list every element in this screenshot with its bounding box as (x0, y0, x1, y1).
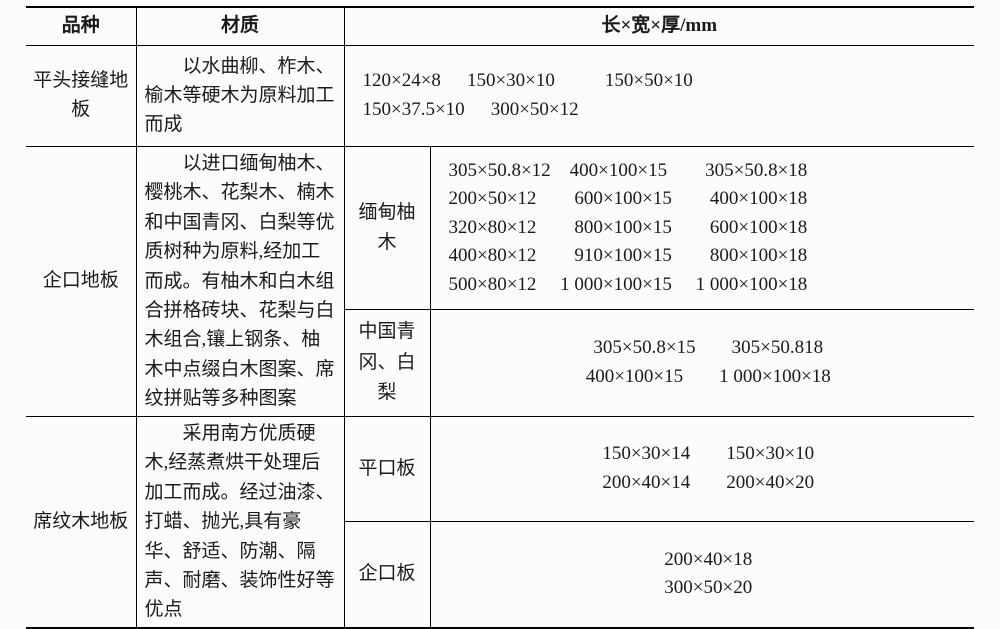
variety-text: 席纹木地板 (33, 511, 128, 532)
material-text: 采用南方优质硬木,经蒸煮烘干处理后加工而成。经过油漆、打蜡、抛光,具有豪华、舒适… (145, 423, 335, 621)
subtype-text: 平口板 (358, 458, 415, 479)
subtype-cell: 中国青冈、白梨 (344, 310, 430, 417)
variety-cell: 平头接缝地板 (26, 45, 136, 146)
col-header-dimensions: 长×宽×厚/mm (344, 7, 974, 45)
col-header-material: 材质 (136, 7, 344, 45)
sizes-cell: 305×50.8×12 400×100×15 305×50.8×18200×50… (430, 146, 974, 309)
material-cell: 以进口缅甸柚木、樱桃木、花梨木、楠木和中国青冈、白梨等优质树种为原料,经加工而成… (136, 146, 344, 416)
variety-cell: 席纹木地板 (26, 416, 136, 628)
sizes-cell: 150×30×14150×30×10200×40×14200×40×20 (430, 416, 974, 521)
subtype-text: 企口板 (358, 563, 415, 584)
sizes-cell: 200×40×18300×50×20 (430, 522, 974, 628)
variety-text: 企口地板 (43, 270, 119, 291)
subtype-cell: 企口板 (344, 522, 430, 628)
col-header-variety: 品种 (26, 7, 136, 45)
subtype-cell: 缅甸柚木 (344, 146, 430, 309)
material-cell: 采用南方优质硬木,经蒸煮烘干处理后加工而成。经过油漆、打蜡、抛光,具有豪华、舒适… (136, 416, 344, 628)
subtype-text: 缅甸柚木 (358, 202, 415, 253)
variety-cell: 企口地板 (26, 146, 136, 416)
material-text: 以水曲柳、柞木、榆木等硬木为原料加工而成 (145, 56, 335, 136)
sizes-cell: 305×50.8×15305×50.818400×100×151 000×100… (430, 310, 974, 417)
material-text: 以进口缅甸柚木、樱桃木、花梨木、楠木和中国青冈、白梨等优质树种为原料,经加工而成… (145, 153, 335, 410)
sizes-cell: 120×24×8150×30×10150×50×10150×37.5×10300… (344, 45, 974, 146)
subtype-cell: 平口板 (344, 416, 430, 521)
subtype-text: 中国青冈、白梨 (358, 321, 415, 403)
variety-text: 平头接缝地板 (33, 70, 128, 120)
material-cell: 以水曲柳、柞木、榆木等硬木为原料加工而成 (136, 45, 344, 146)
flooring-spec-table: 品种 材质 长×宽×厚/mm 平头接缝地板 以水曲柳、柞木、榆木等硬木为原料加工… (26, 6, 974, 629)
